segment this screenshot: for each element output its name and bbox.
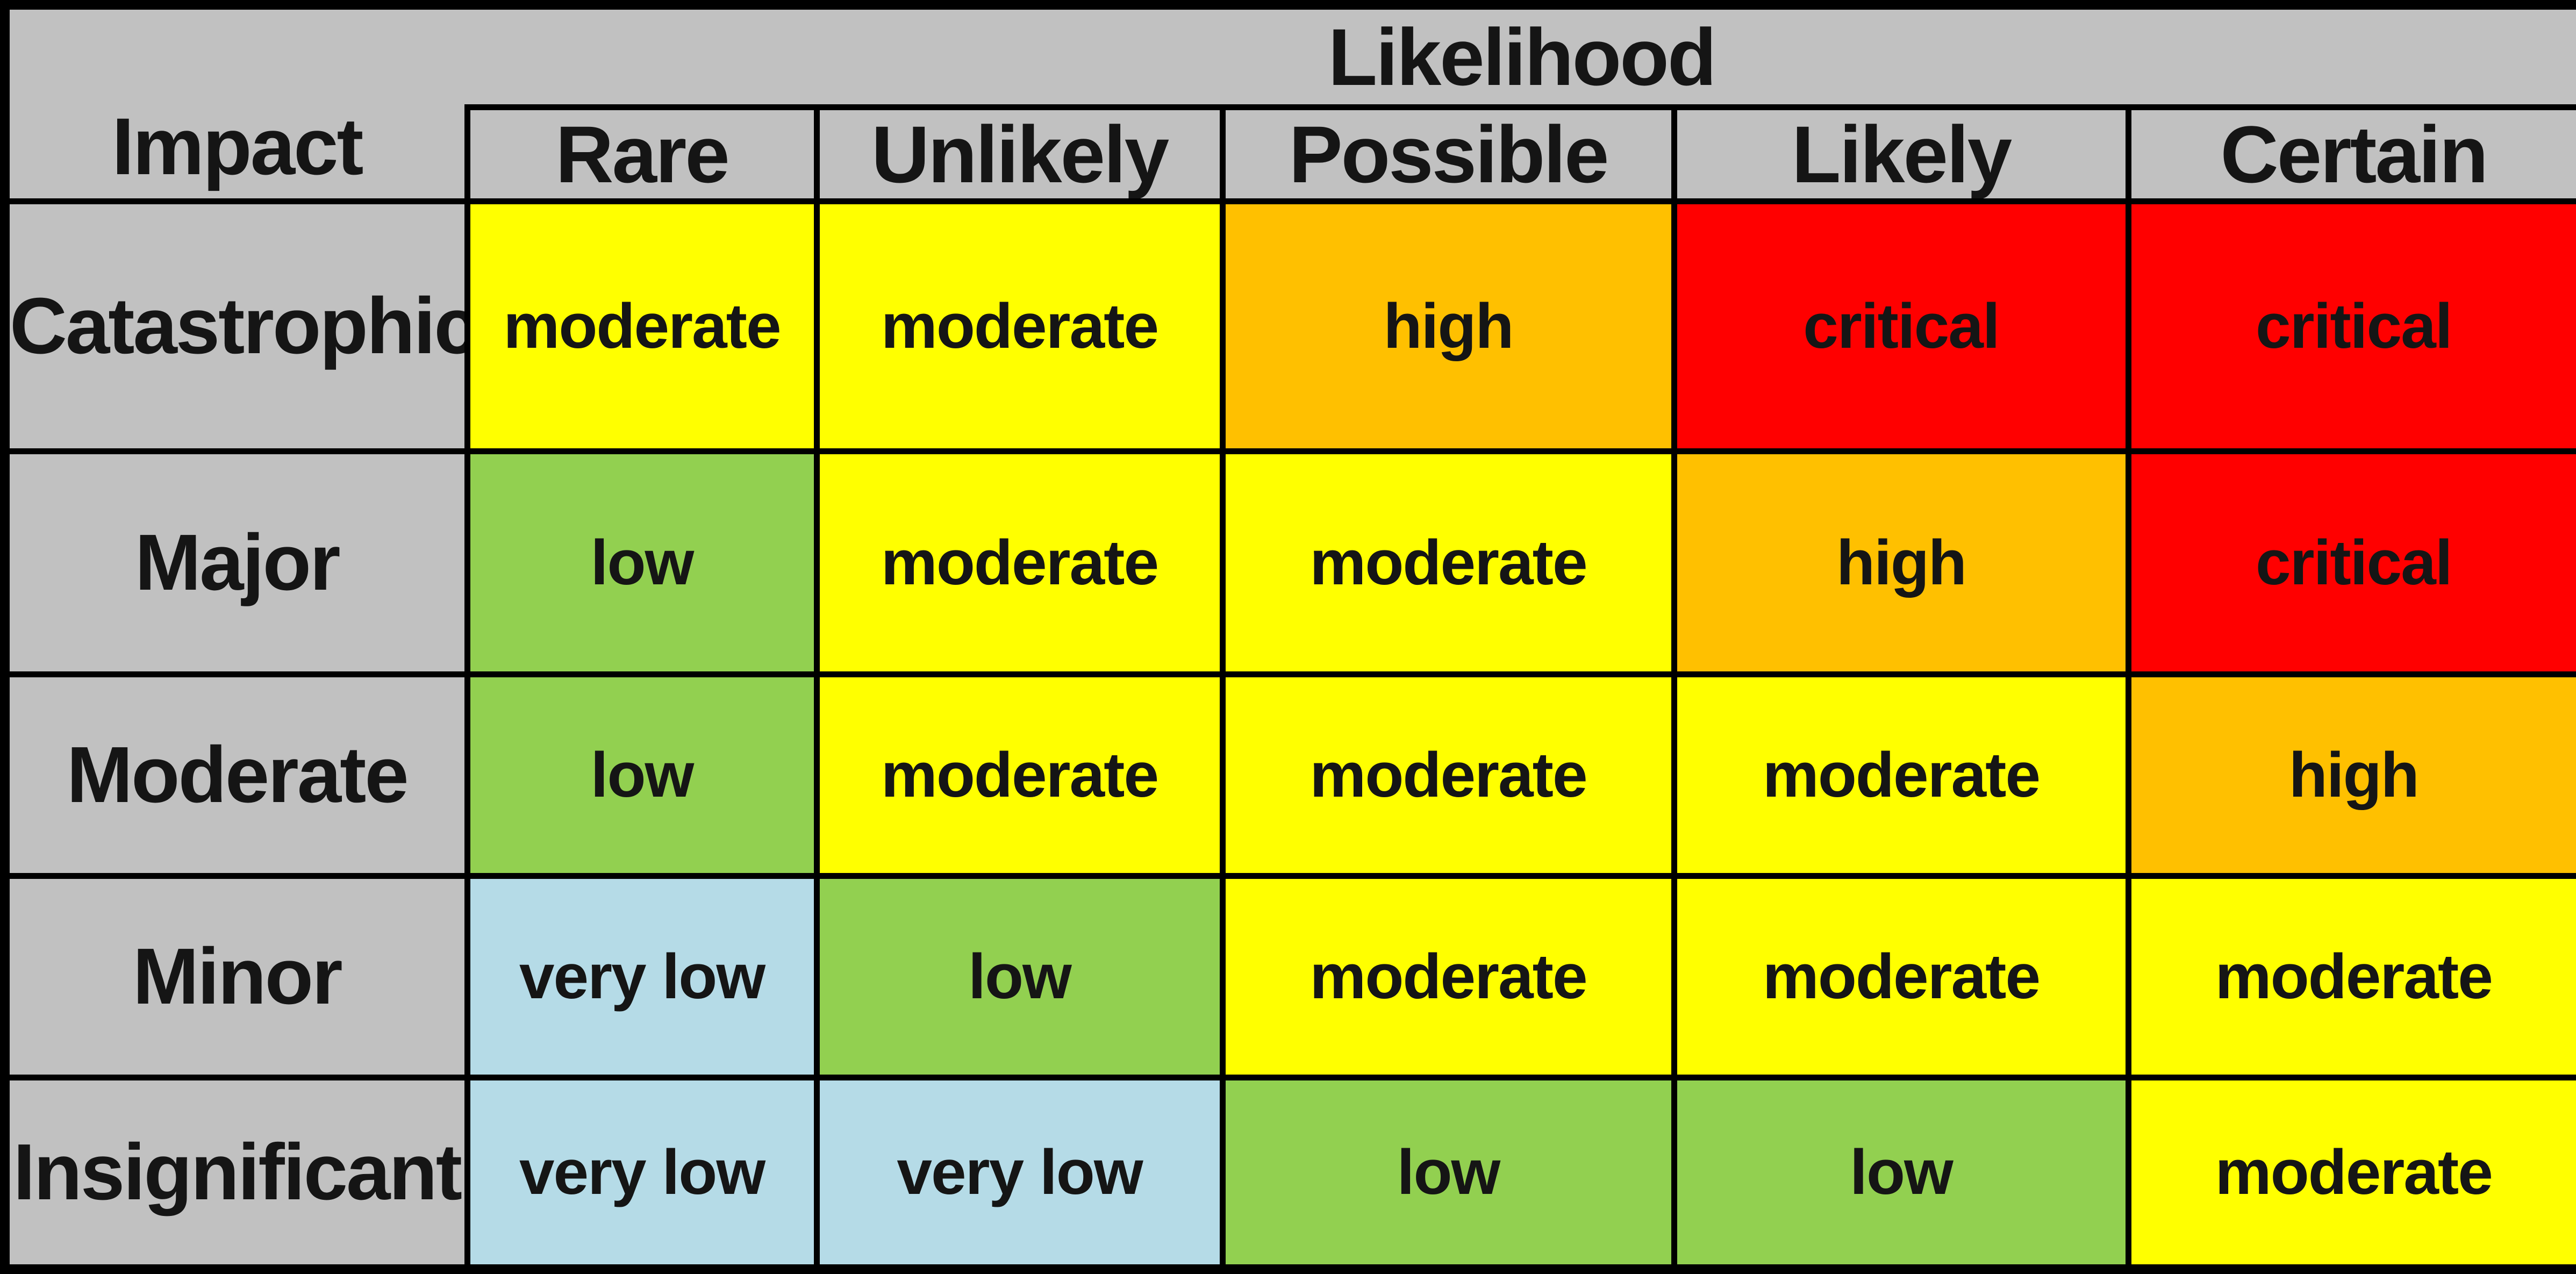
row-header-moderate: Moderate — [2, 671, 470, 879]
likelihood-header-row: Rare Unlikely Possible Likely Certain — [5, 104, 2576, 204]
risk-cell-major-certain: critical — [2125, 448, 2576, 677]
row-header-insignificant-text: Insignificant — [13, 1127, 461, 1216]
risk-cell-catastrophic-possible: high — [1219, 198, 1677, 454]
row-header-insignificant: Insignificant — [2, 1074, 470, 1272]
row-header-catastrophic: Catastrophic — [2, 198, 470, 454]
risk-cell-major-possible: moderate — [1219, 448, 1677, 677]
table-row-major: Major low moderate moderate high critica… — [2, 448, 2576, 677]
col-header-certain-text: Certain — [2220, 109, 2488, 199]
table-row-minor: Minor very low low moderate moderate mod… — [2, 872, 2576, 1080]
likelihood-axis-label-text: Likelihood — [1328, 11, 1717, 102]
col-header-possible-text: Possible — [1289, 109, 1609, 199]
row-header-moderate-text: Moderate — [66, 730, 409, 819]
risk-cell-moderate-certain: high — [2125, 671, 2576, 879]
risk-cell-catastrophic-unlikely: moderate — [813, 198, 1226, 454]
risk-cell-minor-unlikely: low — [813, 872, 1226, 1080]
impact-axis-label: Impact — [2, 2, 467, 204]
risk-cell-insignificant-rare: very low — [464, 1074, 820, 1272]
likelihood-axis-label: Likelihood — [467, 2, 2576, 110]
col-header-rare: Rare — [464, 104, 820, 204]
row-header-catastrophic-text: Catastrophic — [10, 281, 467, 370]
risk-cell-major-rare: low — [464, 448, 820, 677]
risk-cell-major-likely: high — [1671, 448, 2131, 677]
row-header-minor-text: Minor — [132, 932, 343, 1021]
table-row-insignificant: Insignificant very low very low low low … — [2, 1074, 2576, 1272]
risk-cell-insignificant-unlikely: very low — [813, 1074, 1226, 1272]
col-header-likely-text: Likely — [1791, 109, 2012, 199]
col-header-unlikely: Unlikely — [813, 104, 1226, 204]
risk-cell-minor-possible: moderate — [1219, 872, 1677, 1080]
risk-cell-minor-certain: moderate — [2125, 872, 2576, 1080]
col-header-likely: Likely — [1671, 104, 2131, 204]
risk-cell-insignificant-likely: low — [1671, 1074, 2131, 1272]
risk-cell-moderate-rare: low — [464, 671, 820, 879]
risk-cell-moderate-unlikely: moderate — [813, 671, 1226, 879]
risk-cell-major-unlikely: moderate — [813, 448, 1226, 677]
risk-cell-catastrophic-rare: moderate — [464, 198, 820, 454]
table-row-catastrophic: Catastrophic moderate moderate high crit… — [2, 198, 2576, 454]
risk-cell-moderate-likely: moderate — [1671, 671, 2131, 879]
row-header-minor: Minor — [2, 872, 470, 1080]
risk-cell-catastrophic-likely: critical — [1671, 198, 2131, 454]
risk-cell-moderate-possible: moderate — [1219, 671, 1677, 879]
risk-cell-insignificant-certain: moderate — [2125, 1074, 2576, 1272]
table-row-moderate: Moderate low moderate moderate moderate … — [2, 671, 2576, 879]
col-header-unlikely-text: Unlikely — [871, 109, 1169, 199]
col-header-rare-text: Rare — [555, 109, 730, 199]
col-header-possible: Possible — [1219, 104, 1677, 204]
row-header-major-text: Major — [134, 518, 341, 607]
risk-cell-catastrophic-certain: critical — [2125, 198, 2576, 454]
col-header-certain: Certain — [2125, 104, 2576, 204]
risk-cell-minor-likely: moderate — [1671, 872, 2131, 1080]
impact-axis-label-text: Impact — [112, 101, 363, 191]
row-header-major: Major — [2, 448, 470, 677]
risk-cell-insignificant-possible: low — [1219, 1074, 1677, 1272]
likelihood-banner-row: Impact Likelihood — [2, 2, 2576, 204]
risk-cell-minor-rare: very low — [464, 872, 820, 1080]
